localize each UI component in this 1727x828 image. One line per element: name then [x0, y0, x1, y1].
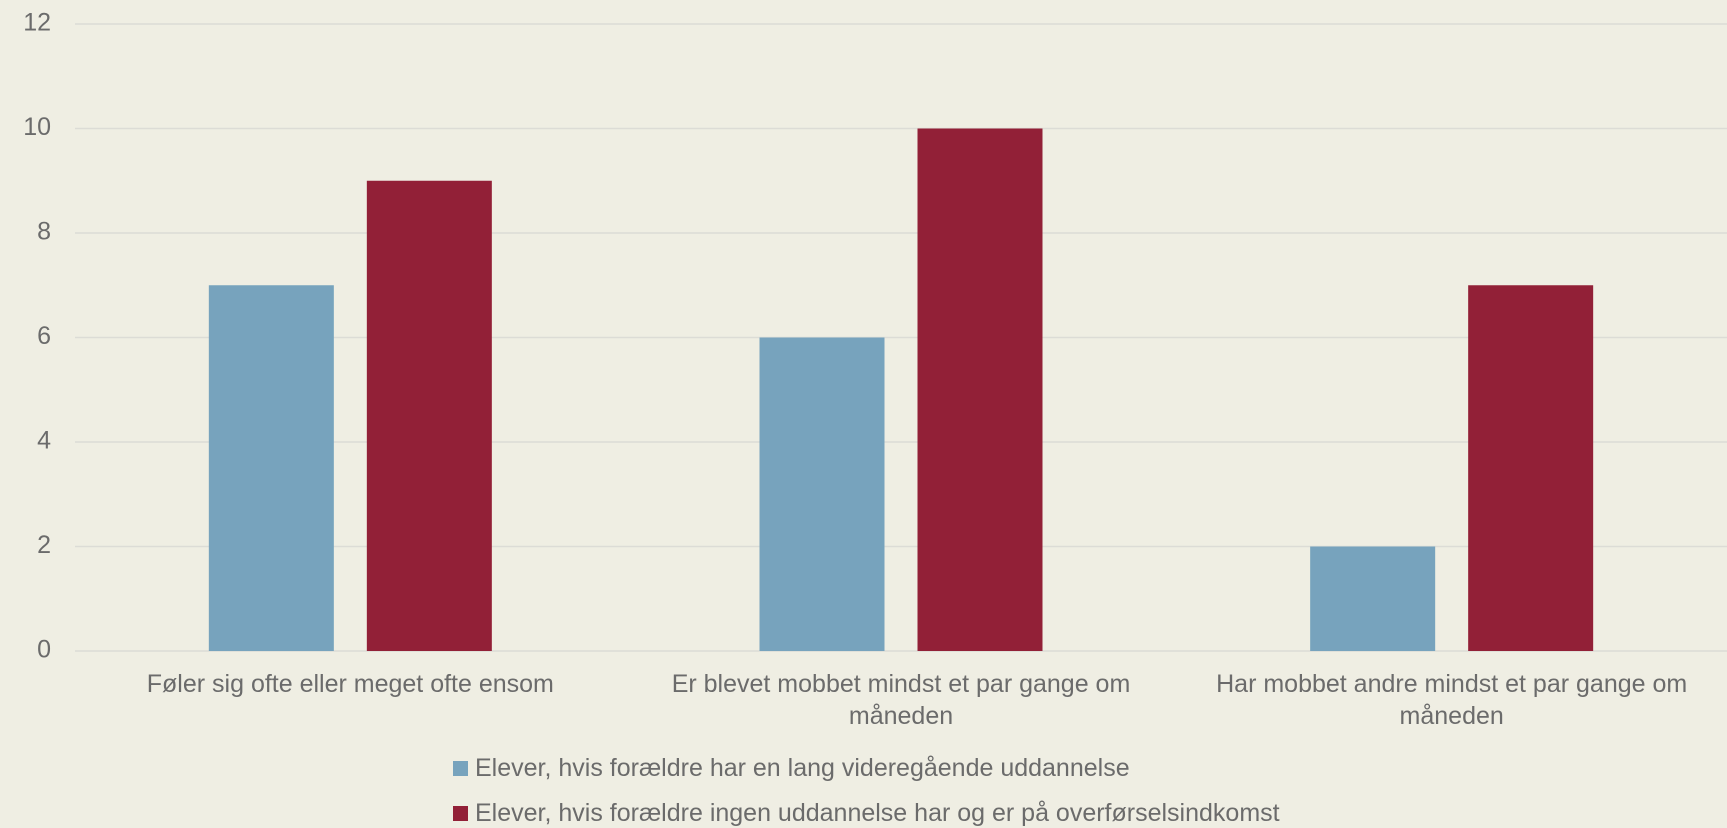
y-tick-label: 0	[37, 636, 51, 664]
x-tick-label: Føler sig ofte eller meget ofte ensom	[146, 670, 554, 698]
bar	[1468, 285, 1594, 651]
bar	[1310, 546, 1436, 651]
y-tick-label: 6	[37, 322, 51, 350]
y-tick-label: 12	[23, 9, 51, 37]
legend-swatch	[453, 761, 468, 776]
x-tick-label: Er blevet mobbet mindst et par gange om …	[671, 670, 1131, 730]
y-tick-label: 8	[37, 218, 51, 246]
y-tick-label: 2	[37, 531, 51, 559]
legend-swatch	[453, 806, 468, 821]
legend-item: Elever, hvis forældre ingen uddannelse h…	[453, 799, 1280, 828]
legend-label: Elever, hvis forældre ingen uddannelse h…	[475, 799, 1280, 827]
legend-item: Elever, hvis forældre har en lang videre…	[453, 754, 1130, 783]
bar	[208, 285, 334, 651]
bar	[366, 180, 492, 651]
y-tick-label: 10	[23, 113, 51, 141]
x-tick-label: Har mobbet andre mindst et par gange om …	[1216, 670, 1688, 730]
bar	[759, 337, 885, 651]
legend-label: Elever, hvis forældre har en lang videre…	[475, 754, 1130, 782]
y-tick-label: 4	[37, 427, 51, 455]
bar	[917, 128, 1043, 651]
